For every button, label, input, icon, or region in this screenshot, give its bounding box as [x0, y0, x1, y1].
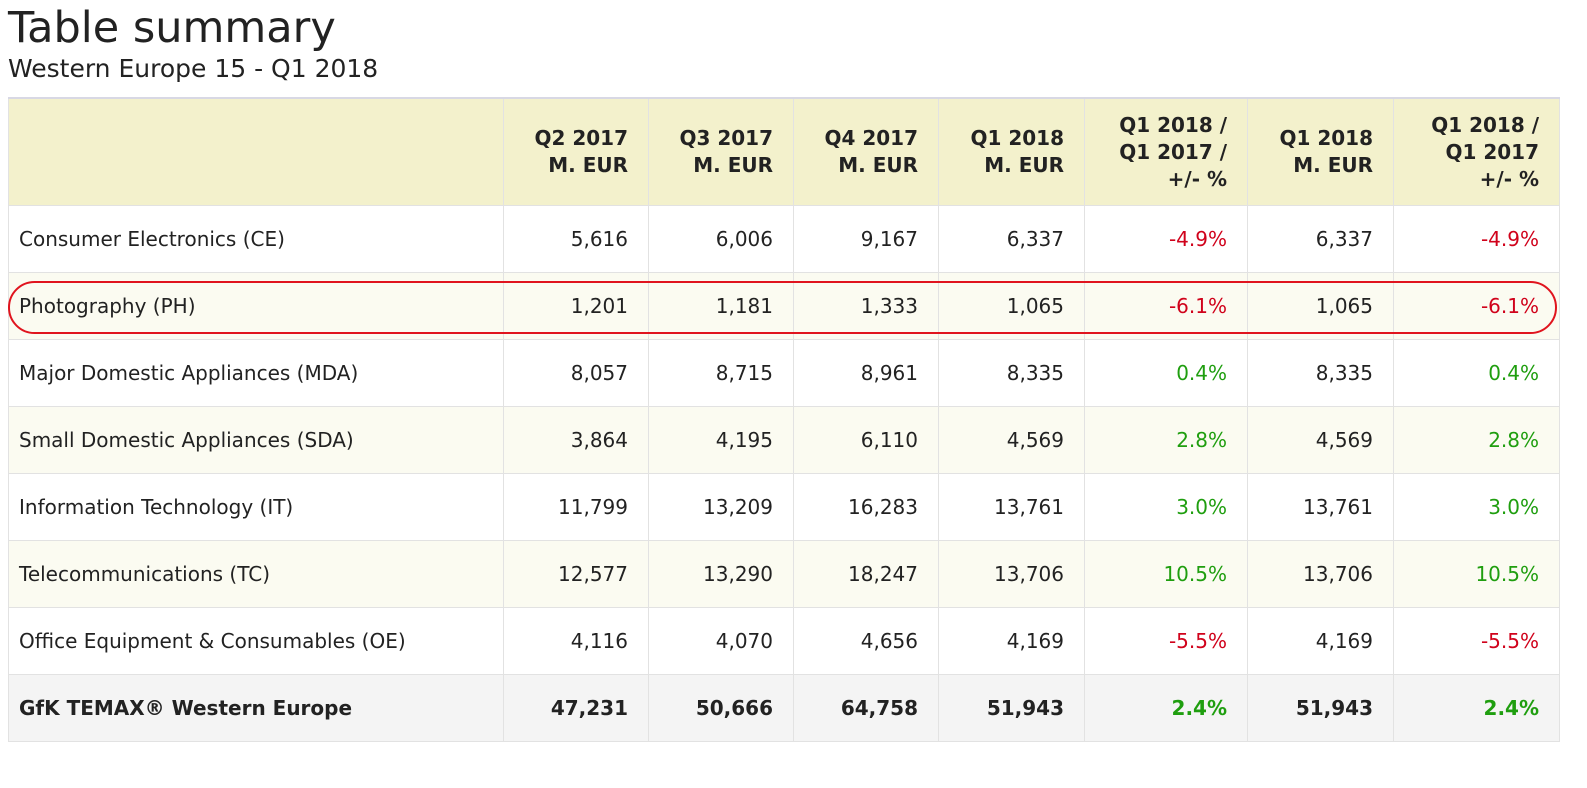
- change-pct-cell: 2.8%: [1084, 406, 1248, 474]
- value-cell: 4,569: [1247, 406, 1394, 474]
- change-pct-cell: 2.8%: [1393, 406, 1560, 474]
- value-cell: 18,247: [793, 540, 939, 608]
- value-cell: 64,758: [793, 674, 939, 742]
- change-pct-cell: 0.4%: [1393, 339, 1560, 407]
- column-header-q1-2018-repeat: Q1 2018 M. EUR: [1247, 97, 1394, 206]
- value-cell: 4,070: [648, 607, 794, 675]
- summary-table: Q2 2017 M. EUR Q3 2017 M. EUR Q4 2017 M. EU…: [8, 97, 1560, 742]
- value-cell: 8,961: [793, 339, 939, 407]
- value-cell: 1,065: [938, 272, 1085, 340]
- column-header-change-pct-repeat: Q1 2018 /Q1 2017 +/- %: [1393, 97, 1560, 206]
- value-cell: 12,577: [503, 540, 649, 608]
- value-cell: 13,761: [1247, 473, 1394, 541]
- value-cell: 1,201: [503, 272, 649, 340]
- value-cell: 3,864: [503, 406, 649, 474]
- table-row: Major Domestic Appliances (MDA) 8,057 8,71…: [8, 339, 1560, 407]
- value-cell: 13,209: [648, 473, 794, 541]
- value-cell: 1,181: [648, 272, 794, 340]
- change-pct-cell: -5.5%: [1084, 607, 1248, 675]
- value-cell: 13,706: [1247, 540, 1394, 608]
- change-pct-cell: 3.0%: [1084, 473, 1248, 541]
- column-header-q1-2018: Q1 2018 M. EUR: [938, 97, 1085, 206]
- row-label: Information Technology (IT): [8, 473, 504, 541]
- value-cell: 6,110: [793, 406, 939, 474]
- value-cell: 6,006: [648, 205, 794, 273]
- change-pct-cell: 10.5%: [1084, 540, 1248, 608]
- value-cell: 51,943: [1247, 674, 1394, 742]
- row-label: GfK TEMAX® Western Europe: [8, 674, 504, 742]
- page-title: Table summary: [8, 3, 336, 53]
- value-cell: 4,169: [938, 607, 1085, 675]
- change-pct-cell: 10.5%: [1393, 540, 1560, 608]
- table-row: Consumer Electronics (CE) 5,616 6,006 9,167…: [8, 205, 1560, 273]
- value-cell: 4,169: [1247, 607, 1394, 675]
- change-pct-cell: 0.4%: [1084, 339, 1248, 407]
- table-row: Information Technology (IT) 11,799 13,209 1…: [8, 473, 1560, 541]
- column-header-category: [8, 97, 504, 206]
- value-cell: 4,656: [793, 607, 939, 675]
- value-cell: 11,799: [503, 473, 649, 541]
- change-pct-cell: -5.5%: [1393, 607, 1560, 675]
- value-cell: 5,616: [503, 205, 649, 273]
- row-label: Small Domestic Appliances (SDA): [8, 406, 504, 474]
- value-cell: 1,065: [1247, 272, 1394, 340]
- value-cell: 13,761: [938, 473, 1085, 541]
- column-header-q3-2017: Q3 2017 M. EUR: [648, 97, 794, 206]
- change-pct-cell: -6.1%: [1393, 272, 1560, 340]
- value-cell: 9,167: [793, 205, 939, 273]
- column-header-q2-2017: Q2 2017 M. EUR: [503, 97, 649, 206]
- value-cell: 1,333: [793, 272, 939, 340]
- change-pct-cell: 2.4%: [1393, 674, 1560, 742]
- value-cell: 8,335: [1247, 339, 1394, 407]
- row-label: Major Domestic Appliances (MDA): [8, 339, 504, 407]
- row-label: Office Equipment & Consumables (OE): [8, 607, 504, 675]
- row-label: Telecommunications (TC): [8, 540, 504, 608]
- value-cell: 4,195: [648, 406, 794, 474]
- value-cell: 8,057: [503, 339, 649, 407]
- change-pct-cell: 2.4%: [1084, 674, 1248, 742]
- table-row: Telecommunications (TC) 12,577 13,290 18,24…: [8, 540, 1560, 608]
- page-subtitle: Western Europe 15 - Q1 2018: [8, 54, 379, 83]
- value-cell: 8,715: [648, 339, 794, 407]
- change-pct-cell: -4.9%: [1393, 205, 1560, 273]
- value-cell: 51,943: [938, 674, 1085, 742]
- value-cell: 13,290: [648, 540, 794, 608]
- table-row: Photography (PH) 1,201 1,181 1,333 1,065 -6.1…: [8, 272, 1560, 340]
- value-cell: 6,337: [938, 205, 1085, 273]
- column-header-q4-2017: Q4 2017 M. EUR: [793, 97, 939, 206]
- table-row: Small Domestic Appliances (SDA) 3,864 4,19…: [8, 406, 1560, 474]
- value-cell: 13,706: [938, 540, 1085, 608]
- header-row: Q2 2017 M. EUR Q3 2017 M. EUR Q4 2017 M. EU…: [8, 97, 1560, 206]
- column-header-change-pct: Q1 2018 /Q1 2017 /+/- %: [1084, 97, 1248, 206]
- value-cell: 50,666: [648, 674, 794, 742]
- value-cell: 4,569: [938, 406, 1085, 474]
- total-row: GfK TEMAX® Western Europe 47,231 50,666 64,…: [8, 674, 1560, 742]
- value-cell: 16,283: [793, 473, 939, 541]
- value-cell: 47,231: [503, 674, 649, 742]
- value-cell: 8,335: [938, 339, 1085, 407]
- table-row: Office Equipment & Consumables (OE) 4,116…: [8, 607, 1560, 675]
- row-label: Photography (PH): [8, 272, 504, 340]
- value-cell: 6,337: [1247, 205, 1394, 273]
- change-pct-cell: -4.9%: [1084, 205, 1248, 273]
- change-pct-cell: 3.0%: [1393, 473, 1560, 541]
- change-pct-cell: -6.1%: [1084, 272, 1248, 340]
- row-label: Consumer Electronics (CE): [8, 205, 504, 273]
- value-cell: 4,116: [503, 607, 649, 675]
- table-body: Consumer Electronics (CE) 5,616 6,006 9,167…: [8, 205, 1560, 742]
